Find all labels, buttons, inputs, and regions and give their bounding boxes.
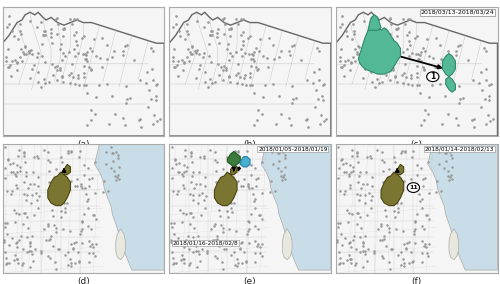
Polygon shape (428, 144, 498, 270)
Polygon shape (228, 151, 240, 167)
Circle shape (426, 72, 439, 82)
Polygon shape (262, 144, 331, 270)
Polygon shape (48, 172, 70, 206)
Text: 2018/01/14-2018/02/13: 2018/01/14-2018/02/13 (425, 146, 494, 151)
Polygon shape (442, 53, 456, 77)
Text: 1: 1 (430, 72, 436, 81)
Polygon shape (64, 164, 70, 175)
Polygon shape (116, 229, 126, 260)
Polygon shape (282, 229, 292, 260)
Text: (c): (c) (410, 140, 422, 149)
Polygon shape (368, 15, 381, 30)
Polygon shape (336, 12, 498, 136)
Polygon shape (381, 172, 404, 206)
Text: 2018/03/13-2018/03/24: 2018/03/13-2018/03/24 (420, 10, 494, 15)
Polygon shape (358, 22, 401, 74)
Text: 11: 11 (409, 185, 418, 190)
Text: 2018/01/05-2018/01/19: 2018/01/05-2018/01/19 (258, 146, 328, 151)
Polygon shape (214, 172, 237, 206)
Polygon shape (240, 157, 250, 167)
Polygon shape (169, 12, 331, 136)
Text: (e): (e) (244, 277, 256, 284)
Text: (a): (a) (77, 140, 90, 149)
Text: (b): (b) (244, 140, 256, 149)
Circle shape (407, 183, 420, 193)
Text: (d): (d) (77, 277, 90, 284)
Polygon shape (446, 77, 456, 92)
Polygon shape (397, 164, 404, 175)
Text: (f): (f) (412, 277, 422, 284)
Text: 2018/01/16-2018/02/8: 2018/01/16-2018/02/8 (172, 241, 238, 245)
Polygon shape (94, 144, 164, 270)
Polygon shape (449, 229, 458, 260)
Polygon shape (2, 12, 164, 136)
Polygon shape (230, 164, 237, 175)
